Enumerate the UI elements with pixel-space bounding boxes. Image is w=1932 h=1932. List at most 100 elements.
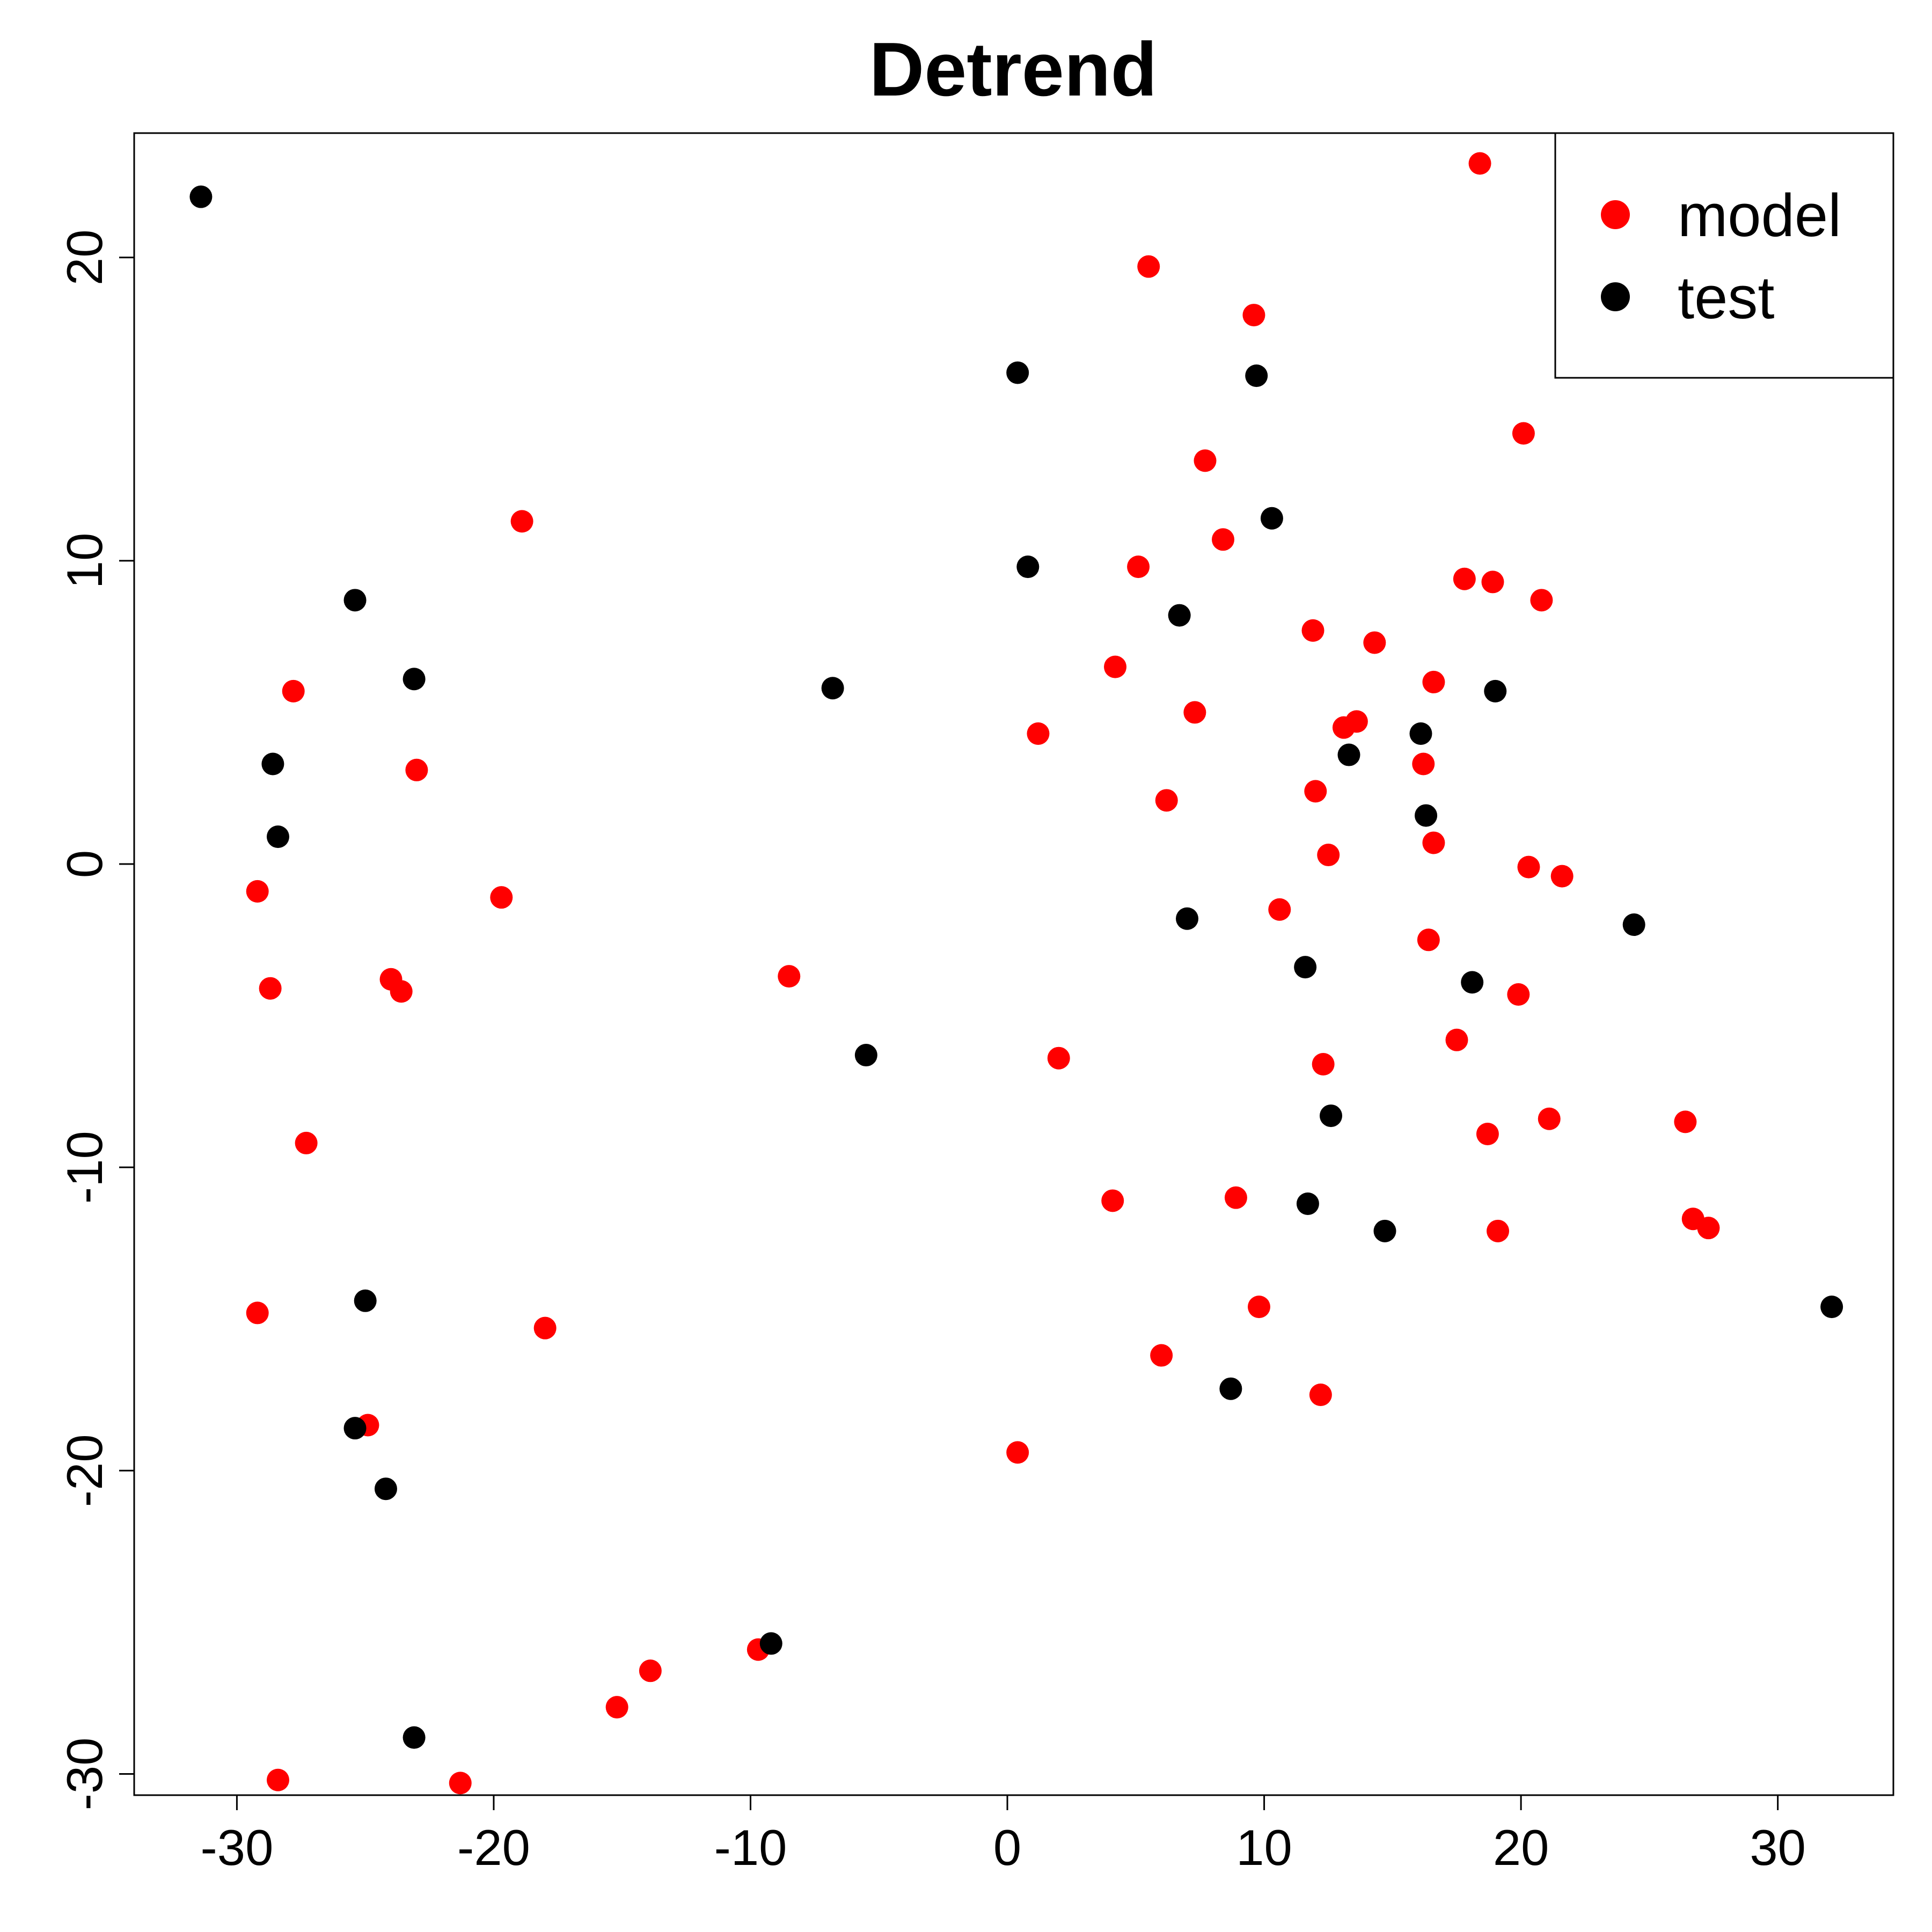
test-point	[374, 1477, 397, 1501]
model-point	[405, 758, 428, 781]
series-test	[189, 185, 1843, 1749]
model-point	[1027, 722, 1050, 745]
model-point	[1317, 844, 1340, 867]
x-tick-label: 20	[1493, 1819, 1549, 1876]
model-point	[533, 1316, 557, 1340]
model-point	[390, 980, 413, 1003]
model-point	[1183, 701, 1206, 724]
model-point	[1137, 255, 1160, 278]
y-tick-label: 10	[56, 533, 113, 589]
legend-marker-model	[1601, 200, 1630, 229]
plot-frame	[133, 132, 1894, 1796]
model-point	[1507, 983, 1530, 1006]
model-point	[1422, 670, 1445, 693]
test-point	[1006, 361, 1029, 384]
model-point	[1445, 1028, 1468, 1051]
model-point	[1538, 1107, 1561, 1130]
x-tick-label: 0	[993, 1819, 1021, 1876]
model-point	[1512, 422, 1535, 445]
legend-label-test: test	[1678, 264, 1775, 331]
model-point	[510, 510, 533, 533]
series-model	[246, 152, 1720, 1795]
test-point	[1294, 956, 1317, 979]
legend-marker-test	[1601, 282, 1630, 311]
test-point	[1622, 913, 1645, 936]
test-point	[1820, 1296, 1843, 1319]
model-point	[1530, 589, 1553, 612]
model-point	[1248, 1296, 1271, 1319]
model-point	[1412, 752, 1435, 775]
y-tick-label: 20	[56, 229, 113, 286]
model-point	[1006, 1441, 1029, 1464]
model-point	[1304, 780, 1327, 803]
chart-title: Detrend	[869, 27, 1158, 112]
model-point	[1312, 1052, 1335, 1075]
model-point	[1224, 1186, 1247, 1209]
test-point	[759, 1632, 782, 1655]
test-point	[343, 1417, 367, 1440]
model-point	[246, 1301, 269, 1324]
model-point	[259, 977, 282, 1000]
model-point	[1363, 631, 1386, 654]
model-point	[1047, 1046, 1070, 1070]
model-point	[1194, 449, 1217, 472]
model-point	[449, 1772, 472, 1795]
test-point	[1337, 743, 1360, 766]
model-point	[1101, 1189, 1124, 1212]
test-point	[354, 1289, 377, 1312]
y-tick-label: -20	[56, 1434, 113, 1507]
test-point	[1373, 1219, 1396, 1242]
model-point	[1517, 855, 1540, 879]
test-point	[1296, 1192, 1319, 1215]
model-point	[1127, 555, 1150, 579]
x-tick-label: -20	[457, 1819, 530, 1876]
y-tick-label: 0	[56, 850, 113, 878]
test-point	[1409, 722, 1432, 745]
test-point	[1260, 507, 1283, 530]
legend: model test	[1554, 132, 1894, 379]
x-tick-label: 10	[1236, 1819, 1292, 1876]
model-point	[1268, 898, 1291, 921]
y-tick-label: -10	[56, 1131, 113, 1204]
model-point	[1150, 1344, 1173, 1367]
model-point	[1417, 928, 1440, 952]
model-point	[246, 880, 269, 903]
model-point	[1550, 865, 1574, 888]
test-point	[1176, 907, 1199, 930]
model-point	[639, 1659, 662, 1682]
model-point	[778, 965, 801, 988]
model-point	[1487, 1219, 1510, 1242]
model-point	[1453, 567, 1476, 590]
test-point	[189, 185, 213, 208]
model-point	[605, 1696, 628, 1719]
model-point	[282, 679, 305, 702]
model-point	[1242, 304, 1265, 327]
test-point	[1461, 971, 1484, 994]
model-point	[1422, 831, 1445, 854]
model-point	[295, 1131, 318, 1154]
test-point	[1319, 1104, 1342, 1128]
model-point	[1332, 716, 1355, 739]
model-point	[1104, 655, 1127, 678]
test-point	[1219, 1377, 1242, 1400]
test-point	[1245, 364, 1268, 387]
x-tick-label: -30	[200, 1819, 273, 1876]
model-point	[1212, 528, 1235, 551]
test-point	[402, 1726, 426, 1749]
model-point	[1481, 570, 1504, 594]
test-point	[266, 825, 289, 848]
legend-label-model: model	[1678, 182, 1841, 249]
test-point	[854, 1044, 877, 1067]
model-point	[1468, 152, 1491, 175]
x-tick-label: -10	[714, 1819, 787, 1876]
test-point	[821, 677, 844, 700]
test-point	[1168, 604, 1191, 627]
points-layer	[189, 152, 1843, 1795]
test-point	[343, 589, 367, 612]
test-point	[1484, 679, 1507, 702]
model-point	[1155, 789, 1178, 812]
model-point	[1476, 1122, 1499, 1145]
test-point	[402, 668, 426, 691]
